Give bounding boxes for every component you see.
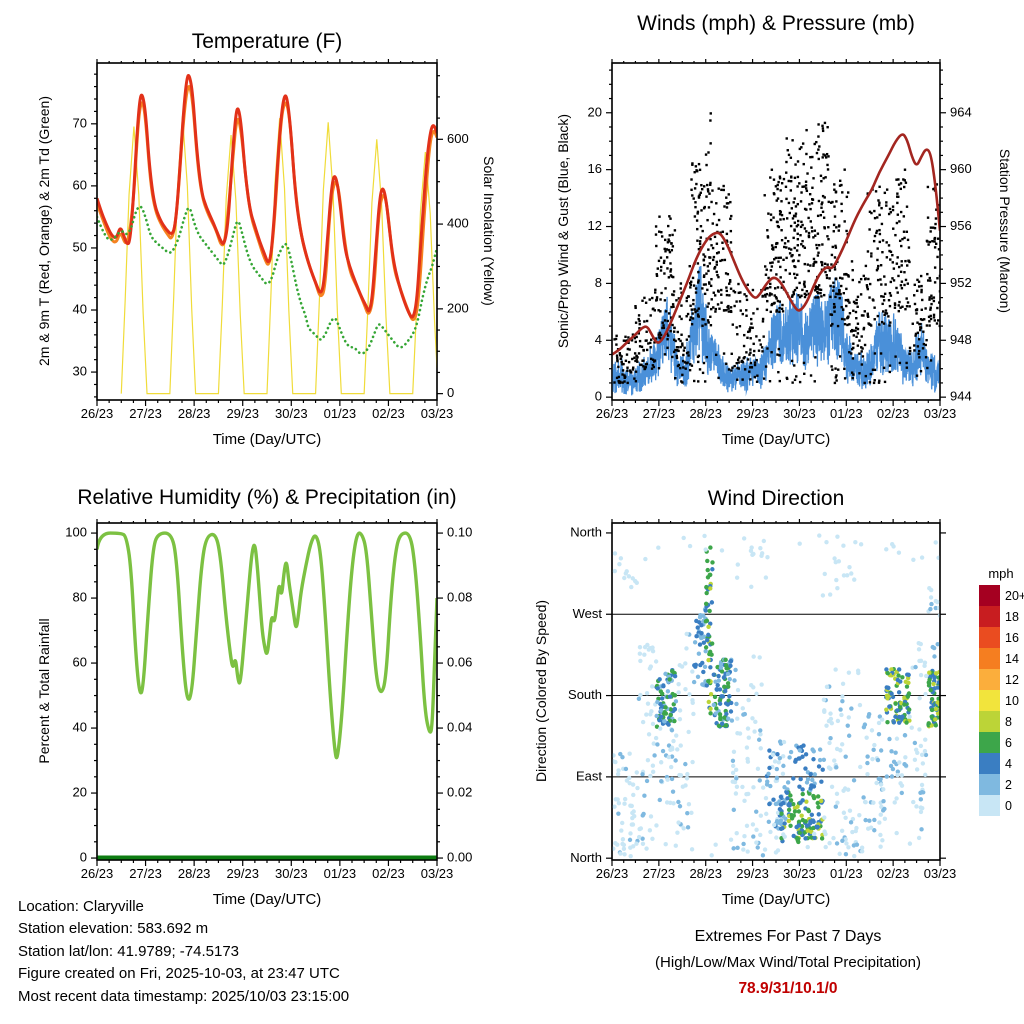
speed-legend: mph 20+ 18 16 14 12 10 8 6 4 2 0 [979,566,1024,816]
legend-color-swatch [979,669,1000,690]
legend-speed-label: 2 [1005,777,1012,792]
speed-legend-title: mph [988,566,1014,581]
legend-speed-label: 14 [1005,651,1019,666]
legend-speed-label: 10 [1005,693,1019,708]
legend-entry: 12 [979,669,1024,690]
wind-direction-xaxis-label: Time (Day/UTC) [721,891,831,908]
legend-color-swatch [979,648,1000,669]
data-timestamp-line: Most recent data timestamp: 2025/10/03 2… [18,987,350,1005]
legend-entry: 8 [979,711,1024,732]
wind-direction-chart-title: Wind Direction [707,487,845,510]
legend-color-swatch [979,732,1000,753]
humidity-xaxis-label: Time (Day/UTC) [212,891,322,908]
legend-entry: 2 [979,774,1024,795]
legend-color-swatch [979,774,1000,795]
legend-entry: 4 [979,753,1024,774]
legend-speed-label: 0 [1005,798,1012,813]
legend-speed-label: 4 [1005,756,1012,771]
legend-color-swatch [979,606,1000,627]
legend-speed-label: 16 [1005,630,1019,645]
legend-speed-label: 18 [1005,609,1019,624]
temperature-xaxis-label: Time (Day/UTC) [212,431,322,448]
wind-gust-axis-label: Sonic/Prop Wind & Gust (Blue, Black) [555,113,571,349]
legend-entry: 10 [979,690,1024,711]
legend-entry: 20+ [979,585,1024,606]
station-pressure-axis-label: Station Pressure (Maroon) [997,148,1013,314]
percent-rainfall-axis-label: Percent & Total Rainfall [36,618,52,764]
station-elevation: Station elevation: 583.692 m [18,920,209,938]
legend-color-swatch [979,690,1000,711]
station-location: Location: Claryville [18,898,144,915]
legend-color-swatch [979,795,1000,816]
legend-color-swatch [979,753,1000,774]
legend-entry: 18 [979,606,1024,627]
legend-entry: 0 [979,795,1024,816]
temperature-chart-title: Temperature (F) [191,30,343,53]
extremes-title: Extremes For Past 7 Days [694,928,882,945]
legend-color-swatch [979,711,1000,732]
legend-color-swatch [979,585,1000,606]
legend-entry: 16 [979,627,1024,648]
direction-axis-label: Direction (Colored By Speed) [533,599,549,783]
solar-insolation-axis-label: Solar Insolation (Yellow) [481,156,497,306]
extremes-values: 78.9/31/10.1/0 [738,980,838,997]
extremes-subtitle: (High/Low/Max Wind/Total Precipitation) [655,954,921,971]
winds-xaxis-label: Time (Day/UTC) [721,431,831,448]
legend-entry: 14 [979,648,1024,669]
legend-color-swatch [979,627,1000,648]
station-latlon: Station lat/lon: 41.9789; -74.5173 [18,942,240,960]
legend-entry: 6 [979,732,1024,753]
temperature-left-axis-label: 2m & 9m T (Red, Orange) & 2m Td (Green) [36,96,52,366]
speed-legend-entries: 20+ 18 16 14 12 10 8 6 4 2 0 [979,585,1024,816]
legend-speed-label: 12 [1005,672,1019,687]
legend-speed-label: 6 [1005,735,1012,750]
legend-speed-label: 8 [1005,714,1012,729]
station-info: Location: Claryville Station elevation: … [18,896,349,1008]
figure-created-line: Figure created on Fri, 2025-10-03, at 23… [18,965,340,983]
extremes-block: Extremes For Past 7 Days (High/Low/Max W… [558,924,1018,1002]
humidity-precip-chart-title: Relative Humidity (%) & Precipitation (i… [77,486,457,509]
legend-speed-label: 20+ [1005,588,1024,603]
winds-pressure-chart-title: Winds (mph) & Pressure (mb) [637,12,915,35]
